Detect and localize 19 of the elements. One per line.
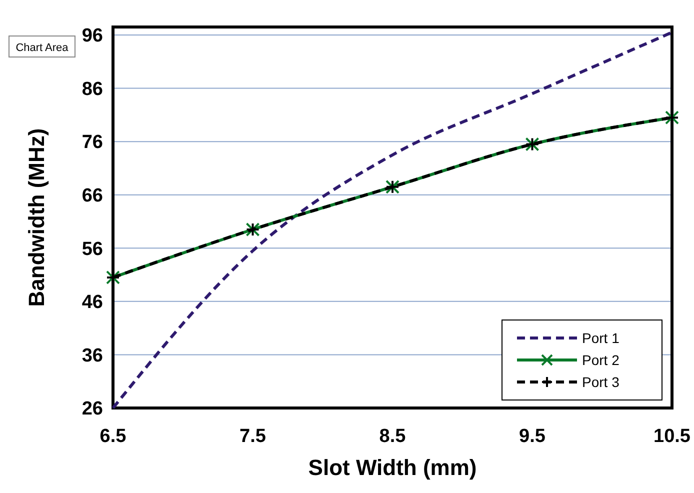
y-tick-label: 46 (82, 292, 103, 314)
x-tick-label: 9.5 (519, 426, 546, 447)
y-tick-label: 56 (82, 238, 103, 260)
x-tick-label: 8.5 (379, 426, 406, 447)
y-tick-label: 26 (82, 398, 103, 420)
x-tick-label: 7.5 (240, 426, 266, 447)
legend-label: Port 3 (582, 374, 620, 390)
y-tick-label: 36 (82, 345, 103, 366)
y-tick-label: 66 (82, 186, 103, 207)
x-axis-title: Slot Width (mm) (308, 455, 477, 480)
x-tick-label: 10.5 (654, 426, 691, 447)
y-tick-label: 86 (82, 78, 103, 100)
y-axis-title: Bandwidth (MHz) (24, 128, 49, 307)
legend-label: Port 1 (582, 330, 620, 346)
text: Chart Area (16, 42, 70, 54)
y-tick-label: 96 (82, 26, 103, 47)
legend-label: Port 2 (582, 352, 620, 368)
x-tick-label: 6.5 (100, 426, 127, 447)
y-tick-label: 76 (82, 132, 103, 154)
